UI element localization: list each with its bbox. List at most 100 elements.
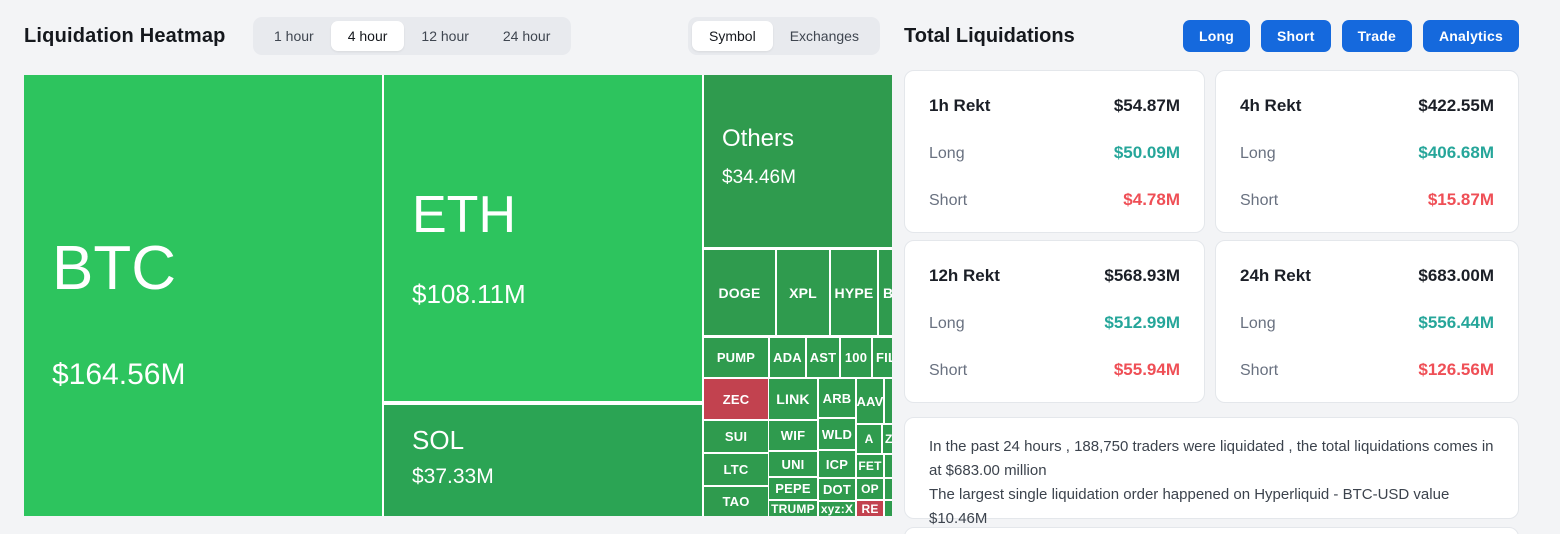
heatmap-tile-others[interactable]: Others $34.46M bbox=[704, 75, 892, 247]
card-row: 4h Rekt $422.55M bbox=[1240, 96, 1494, 116]
heatmap-tile-ast[interactable]: AST bbox=[807, 338, 839, 377]
time-filter-12-hour[interactable]: 12 hour bbox=[404, 21, 485, 51]
time-filter-24-hour[interactable]: 24 hour bbox=[486, 21, 567, 51]
tile-symbol: WLD bbox=[821, 426, 853, 442]
heatmap-tile-sui[interactable]: SUI bbox=[704, 421, 768, 452]
heatmap-tile-a[interactable]: A bbox=[857, 425, 881, 453]
card-row: Short $15.87M bbox=[1240, 190, 1494, 210]
tile-symbol: TAO bbox=[722, 494, 750, 509]
tile-symbol: PEPE bbox=[775, 481, 811, 496]
tile-symbol: HYPE bbox=[834, 284, 874, 301]
heatmap-tile-btc[interactable]: BTC $164.56M bbox=[24, 75, 382, 516]
tile-symbol: LINK bbox=[776, 391, 810, 407]
view-toggle-group: Symbol Exchanges bbox=[688, 17, 880, 55]
long-value: $556.44M bbox=[1418, 313, 1494, 332]
heatmap-tile-z[interactable]: Z bbox=[883, 425, 892, 453]
tile-symbol: RE bbox=[861, 501, 879, 516]
tile-symbol: ADA bbox=[773, 350, 802, 365]
heatmap-tile-wif[interactable]: WIF bbox=[769, 421, 817, 450]
card-row: Long $512.99M bbox=[929, 313, 1180, 333]
nav-button-trade[interactable]: Trade bbox=[1341, 20, 1412, 52]
time-filter-1-hour[interactable]: 1 hour bbox=[257, 21, 331, 51]
heatmap-tile-op[interactable]: OP bbox=[857, 479, 883, 499]
short-value: $55.94M bbox=[1113, 360, 1180, 379]
heatmap-tile-100[interactable]: 100 bbox=[841, 338, 871, 377]
nav-button-short[interactable]: Short bbox=[1261, 20, 1331, 52]
tile-symbol: AST bbox=[809, 350, 837, 365]
heatmap-tile-arb[interactable]: ARB bbox=[819, 379, 855, 417]
page-title: Liquidation Heatmap bbox=[24, 25, 226, 47]
view-toggle-symbol[interactable]: Symbol bbox=[692, 21, 773, 51]
heatmap-tile-sol[interactable]: SOL $37.33M bbox=[384, 405, 702, 516]
tile-symbol: A bbox=[864, 432, 874, 446]
heatmap-tile-tao[interactable]: TAO bbox=[704, 487, 768, 516]
heatmap-tile-fil[interactable]: FIL bbox=[873, 338, 892, 377]
short-label: Short bbox=[929, 362, 968, 379]
card-row: Short $55.94M bbox=[929, 360, 1180, 380]
heatmap-tile-pepe[interactable]: PEPE bbox=[769, 478, 817, 499]
card-row: Short $126.56M bbox=[1240, 360, 1494, 380]
long-label: Long bbox=[929, 315, 965, 332]
card-row: 24h Rekt $683.00M bbox=[1240, 266, 1494, 286]
heatmap-tile-blank[interactable] bbox=[885, 501, 892, 516]
card-total-value: $568.93M bbox=[1104, 266, 1180, 285]
long-label: Long bbox=[929, 145, 965, 162]
next-card-partial bbox=[904, 527, 1519, 534]
time-filter-4-hour[interactable]: 4 hour bbox=[330, 21, 405, 51]
heatmap-tile-uni[interactable]: UNI bbox=[769, 452, 817, 476]
heatmap-tile-xyz-x[interactable]: xyz:X bbox=[819, 502, 855, 516]
tile-symbol: AAV bbox=[857, 393, 883, 409]
heatmap-tile-re[interactable]: RE bbox=[857, 501, 883, 516]
tile-symbol: ICP bbox=[825, 456, 849, 472]
card-row: 12h Rekt $568.93M bbox=[929, 266, 1180, 286]
long-label: Long bbox=[1240, 315, 1276, 332]
heatmap-tile-blank[interactable] bbox=[885, 479, 892, 499]
card-period: 4h Rekt bbox=[1240, 96, 1302, 115]
heatmap-tile-ltc[interactable]: LTC bbox=[704, 454, 768, 485]
heatmap-tile-trump[interactable]: TRUMP bbox=[769, 501, 817, 516]
tile-symbol: WIF bbox=[780, 428, 806, 443]
nav-button-analytics[interactable]: Analytics bbox=[1422, 20, 1519, 52]
short-value: $126.56M bbox=[1418, 360, 1494, 379]
heatmap-tile-wld[interactable]: WLD bbox=[819, 419, 855, 449]
tile-value: $37.33M bbox=[412, 465, 494, 488]
heatmap-tile-zec[interactable]: ZEC bbox=[704, 379, 768, 419]
card-row: Short $4.78M bbox=[929, 190, 1180, 210]
heatmap-tile-blank[interactable] bbox=[885, 379, 892, 423]
heatmap-tile-icp[interactable]: ICP bbox=[819, 451, 855, 477]
liquidation-treemap: BTC $164.56M ETH $108.11M SOL $37.33M Others $3… bbox=[24, 75, 892, 516]
nav-button-long[interactable]: Long bbox=[1183, 20, 1251, 52]
short-value: $4.78M bbox=[1123, 190, 1180, 209]
heatmap-tile-doge[interactable]: DOGE bbox=[704, 250, 775, 335]
heatmap-tile-eth[interactable]: ETH $108.11M bbox=[384, 75, 702, 401]
view-toggle-exchanges[interactable]: Exchanges bbox=[773, 21, 876, 51]
card-row: Long $50.09M bbox=[929, 143, 1180, 163]
tile-value: $108.11M bbox=[412, 279, 526, 309]
heatmap-tile-pump[interactable]: PUMP bbox=[704, 338, 768, 377]
tile-symbol: 100 bbox=[844, 350, 868, 365]
heatmap-tile-fet[interactable]: FET bbox=[857, 455, 883, 477]
card-total-value: $54.87M bbox=[1113, 96, 1180, 115]
card-period: 24h Rekt bbox=[1240, 266, 1311, 285]
tile-symbol: ETH bbox=[412, 186, 516, 244]
tile-symbol: FET bbox=[858, 459, 882, 473]
heatmap-tile-blank[interactable] bbox=[885, 455, 892, 477]
card-row: 1h Rekt $54.87M bbox=[929, 96, 1180, 116]
long-label: Long bbox=[1240, 145, 1276, 162]
tile-symbol: ZEC bbox=[722, 391, 750, 407]
tile-symbol: xyz:X bbox=[820, 502, 854, 516]
tile-symbol: Z bbox=[885, 432, 892, 446]
heatmap-tile-dot[interactable]: DOT bbox=[819, 479, 855, 500]
tile-symbol: SOL bbox=[412, 425, 465, 455]
heatmap-tile-ada[interactable]: ADA bbox=[770, 338, 805, 377]
tile-symbol: ARB bbox=[822, 390, 852, 406]
time-filter-group: 1 hour 4 hour 12 hour 24 hour bbox=[253, 17, 572, 55]
heatmap-tile-hype[interactable]: HYPE bbox=[831, 250, 877, 335]
tile-symbol: OP bbox=[861, 482, 879, 496]
heatmap-tile-xpl[interactable]: XPL bbox=[777, 250, 829, 335]
stat-card-24h-rekt: 24h Rekt $683.00M Long $556.44M Short $126.56… bbox=[1215, 240, 1519, 403]
heatmap-tile-b[interactable]: B bbox=[879, 250, 892, 335]
heatmap-tile-aav[interactable]: AAV bbox=[857, 379, 883, 423]
stat-card-1h-rekt: 1h Rekt $54.87M Long $50.09M Short $4.78M bbox=[904, 70, 1205, 233]
heatmap-tile-link[interactable]: LINK bbox=[769, 379, 817, 419]
